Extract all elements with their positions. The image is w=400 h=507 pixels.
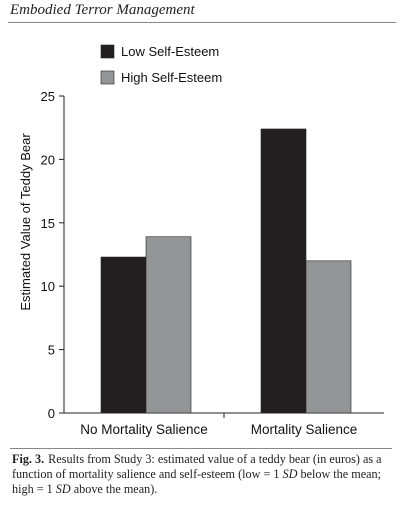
legend-swatch (100, 44, 115, 59)
bar-low-no-ms (100, 256, 147, 414)
x-tick-labels: No Mortality Salience Mortality Salience (80, 422, 357, 437)
running-title: Embodied Terror Management (10, 2, 195, 18)
y-tick-label: 10 (41, 279, 55, 294)
caption-sd-1: SD (282, 467, 298, 481)
chart-bars (100, 128, 352, 414)
y-tick-label: 20 (41, 152, 55, 167)
figure-caption: Fig. 3. Results from Study 3: estimated v… (12, 452, 392, 497)
figure-label: Fig. 3. (12, 452, 45, 466)
legend-swatch (100, 70, 115, 85)
y-tick-label: 15 (41, 216, 55, 231)
x-tick-label: No Mortality Salience (80, 422, 208, 437)
legend-label: High Self-Esteem (121, 70, 222, 85)
caption-text-1: Results from Study 3: estimated value of… (12, 452, 382, 481)
y-tick-label: 5 (48, 343, 55, 358)
bar-high-ms (305, 260, 352, 414)
caption-text-3: above the mean). (70, 482, 158, 496)
legend-label: Low Self-Esteem (121, 44, 219, 59)
caption-rule (10, 448, 392, 449)
y-tick-label: 0 (48, 406, 55, 421)
y-axis-label: Estimated Value of Teddy Bear (18, 133, 33, 311)
caption-sd-2: SD (55, 482, 71, 496)
y-tick-label: 25 (41, 89, 55, 104)
legend: Low Self-Esteem High Self-Esteem (100, 44, 222, 85)
bar-high-no-ms (145, 236, 192, 414)
bar-low-ms (260, 128, 307, 414)
header-rule (8, 22, 396, 23)
bar-chart: Low Self-Esteem High Self-Esteem 0 5 10 15 20… (18, 44, 384, 437)
caption-text-2: below the mean; high = 1 (12, 467, 382, 496)
x-tick-label: Mortality Salience (251, 422, 358, 437)
